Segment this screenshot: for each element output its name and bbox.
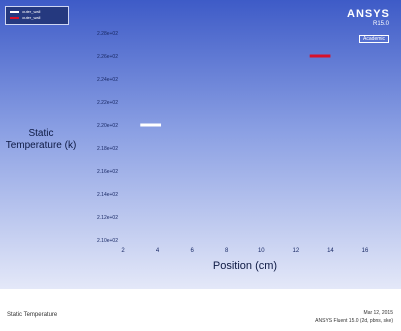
chart: 2.28e+02 2.26e+02 2.24e+02 2.22e+02 2.20e+02…: [97, 31, 369, 254]
y-tick-label: 2.14e+02: [97, 192, 118, 198]
x-axis-label: Position (cm): [212, 260, 278, 272]
y-tick-label: 2.20e+02: [97, 123, 118, 129]
y-tick-label: 2.18e+02: [97, 146, 118, 152]
y-axis-label: Static Temperature (k): [5, 128, 77, 151]
footer-caption: Static Temperature: [7, 312, 58, 318]
y-axis-ticks: 2.28e+02 2.26e+02 2.24e+02 2.22e+02 2.20e+02…: [97, 31, 118, 244]
x-tick-label: 2: [121, 248, 125, 254]
legend: outer_wall outer_wall: [5, 6, 69, 25]
footer-info: Mar 12, 2015 ANSYS Fluent 15.0 (2d, pbns…: [315, 309, 393, 325]
ansys-logo: ANSYS R15.0 Academic: [347, 8, 389, 45]
y-tick-label: 2.28e+02: [97, 31, 118, 37]
y-tick-label: 2.24e+02: [97, 77, 118, 83]
footer-date: Mar 12, 2015: [363, 310, 393, 316]
y-tick-label: 2.12e+02: [97, 215, 118, 221]
plot-area: [0, 0, 401, 289]
legend-swatch: [10, 16, 19, 19]
data-series: [140, 54, 331, 127]
x-tick-label: 16: [362, 248, 369, 254]
x-tick-label: 8: [225, 248, 229, 254]
legend-entry: outer_wall: [10, 15, 40, 20]
x-tick-label: 14: [327, 248, 334, 254]
y-tick-label: 2.26e+02: [97, 54, 118, 60]
x-axis-ticks: 2 4 6 8 10 12 14 16: [121, 248, 369, 254]
logo-text: ANSYS: [347, 8, 390, 20]
legend-swatch: [10, 10, 19, 13]
x-tick-label: 6: [190, 248, 194, 254]
x-tick-label: 10: [258, 248, 265, 254]
y-tick-label: 2.16e+02: [97, 169, 118, 175]
footer-product: ANSYS Fluent 15.0 (2d, pbns, ske): [315, 318, 393, 324]
logo-version: R15.0: [372, 21, 389, 27]
legend-entry: outer_wall: [10, 9, 40, 14]
x-tick-label: 12: [293, 248, 300, 254]
logo-badge: Academic: [359, 35, 389, 43]
legend-label: outer_wall: [22, 9, 41, 14]
y-tick-label: 2.22e+02: [97, 100, 118, 106]
x-tick-label: 4: [156, 248, 160, 254]
legend-label: outer_wall: [22, 15, 41, 20]
y-tick-label: 2.10e+02: [97, 238, 118, 244]
